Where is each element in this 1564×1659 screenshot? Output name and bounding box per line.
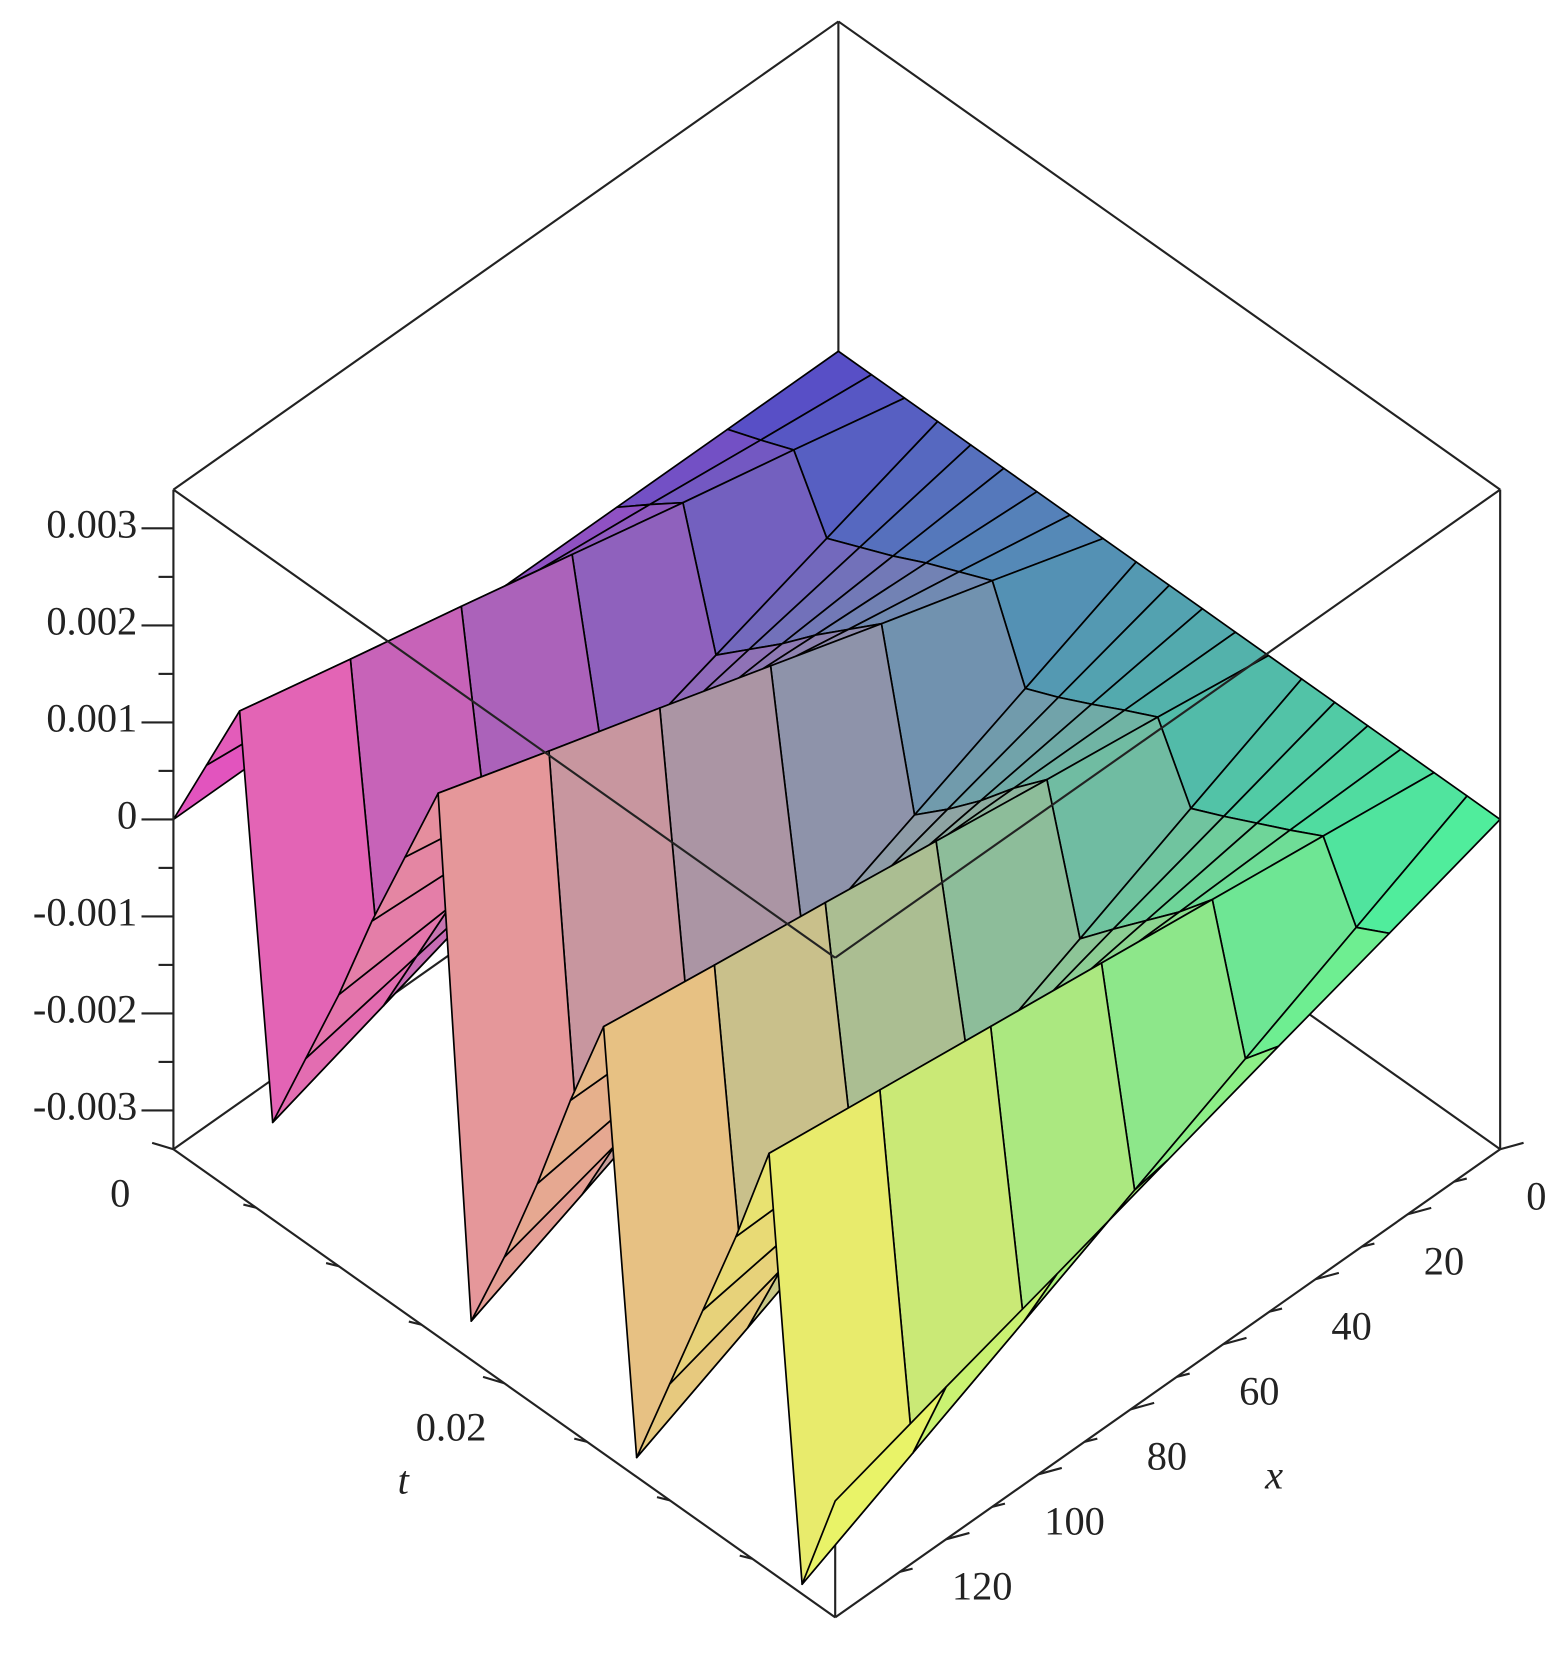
- z-tick-label: -0.003: [33, 1084, 137, 1129]
- box-edge: [837, 20, 1501, 491]
- z-tick-label: -0.001: [33, 890, 137, 935]
- z-tick-label: 0.003: [46, 502, 137, 547]
- t-minor-tick: [574, 1437, 588, 1443]
- box-edge: [172, 488, 836, 959]
- t-minor-tick: [243, 1203, 257, 1209]
- x-tick: [1499, 1141, 1524, 1151]
- surface-patch: [801, 1386, 947, 1586]
- x-minor-tick: [1453, 1177, 1468, 1183]
- t-tick: [151, 1141, 174, 1151]
- z-tick-label: 0: [117, 793, 137, 838]
- x-axis-label: x: [1264, 1452, 1283, 1497]
- front-layer: -0.003 -0.002 -0.001 0 0.001 0.002 0.003 0 20 40 6…: [33, 20, 1546, 1619]
- x-tick-label: 80: [1147, 1434, 1187, 1479]
- z-tick-label: -0.002: [33, 987, 137, 1032]
- surface: [172, 350, 1502, 1586]
- x-tick-label: 60: [1239, 1369, 1279, 1414]
- t-minor-tick: [325, 1262, 340, 1268]
- x-tick: [1315, 1271, 1340, 1281]
- x-minor-tick: [1084, 1437, 1098, 1443]
- x-minor-tick: [1176, 1372, 1190, 1378]
- t-minor-tick: [408, 1320, 422, 1326]
- x-tick: [1038, 1466, 1063, 1476]
- x-tick: [945, 1531, 970, 1541]
- t-minor-tick: [656, 1496, 671, 1502]
- box-edge: [172, 20, 840, 491]
- z-tick-label: 0.002: [46, 599, 137, 644]
- x-tick: [1222, 1336, 1247, 1346]
- x-tick-label: 100: [1044, 1499, 1105, 1544]
- x-tick-label: 40: [1331, 1304, 1371, 1349]
- x-minor-tick: [899, 1567, 913, 1573]
- t-axis-label: t: [398, 1458, 411, 1503]
- t-tick-label: 0.02: [416, 1404, 487, 1449]
- x-tick-label: 0: [1526, 1174, 1546, 1219]
- x-tick: [1130, 1401, 1155, 1411]
- x-minor-tick: [991, 1502, 1006, 1508]
- t-tick: [482, 1375, 505, 1385]
- t-tick-label: 0: [110, 1170, 130, 1215]
- x-tick: [1407, 1206, 1432, 1216]
- t-minor-tick: [739, 1554, 753, 1560]
- z-tick-label: 0.001: [46, 696, 137, 741]
- x-tick-label: 120: [952, 1564, 1013, 1609]
- box-edge: [834, 488, 1501, 959]
- x-minor-tick: [1361, 1242, 1375, 1248]
- x-tick-label: 20: [1424, 1239, 1464, 1284]
- x-minor-tick: [1269, 1307, 1283, 1313]
